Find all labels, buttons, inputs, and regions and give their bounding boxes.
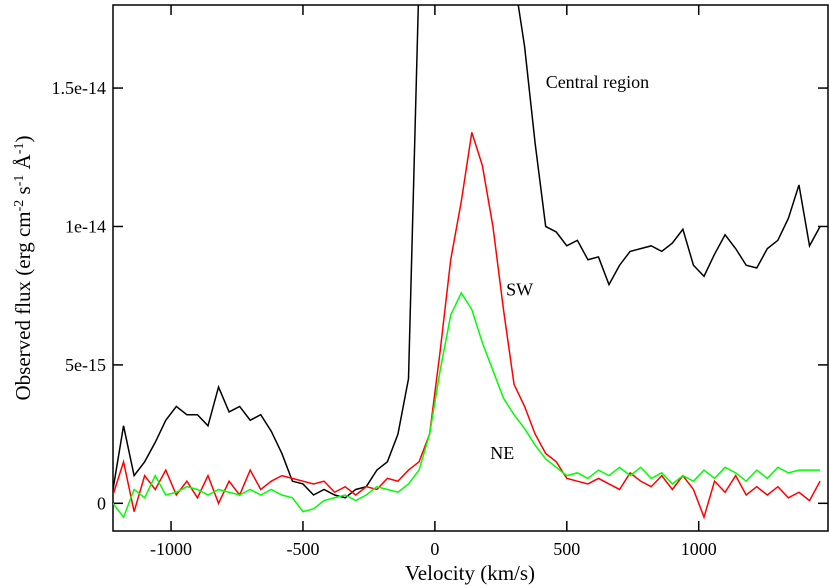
- x-tick-label: 0: [430, 539, 439, 559]
- y-tick-label: 1e-14: [65, 216, 106, 236]
- y-label-part: -1: [12, 142, 27, 154]
- y-tick-label: 1.5e-14: [52, 78, 106, 98]
- x-tick-label: -500: [286, 539, 319, 559]
- y-tick-label: 5e-15: [65, 355, 106, 375]
- y-label-part: Å: [11, 153, 35, 174]
- annotation: NE: [490, 443, 514, 463]
- annotation: Central region: [546, 72, 649, 92]
- y-label-part: s: [11, 186, 35, 199]
- series-line: [113, 132, 821, 520]
- annotation: SW: [506, 280, 533, 300]
- x-tick-label: 1000: [681, 539, 717, 559]
- y-label-part: Observed flux (erg cm: [11, 211, 35, 400]
- series-line: [113, 291, 821, 519]
- y-axis-label: Observed flux (erg cm-2 s-1 Å-1): [11, 135, 35, 400]
- y-label-part: ): [11, 135, 35, 142]
- x-axis-label: Velocity (km/s): [405, 561, 535, 585]
- series-line: [113, 5, 821, 499]
- y-tick-label: 0: [97, 493, 106, 513]
- x-tick-label: 500: [553, 539, 580, 559]
- y-label-part: -2: [12, 200, 27, 212]
- plot-frame: [112, 4, 829, 532]
- x-tick-label: -1000: [150, 539, 192, 559]
- y-label-part: -1: [12, 175, 27, 187]
